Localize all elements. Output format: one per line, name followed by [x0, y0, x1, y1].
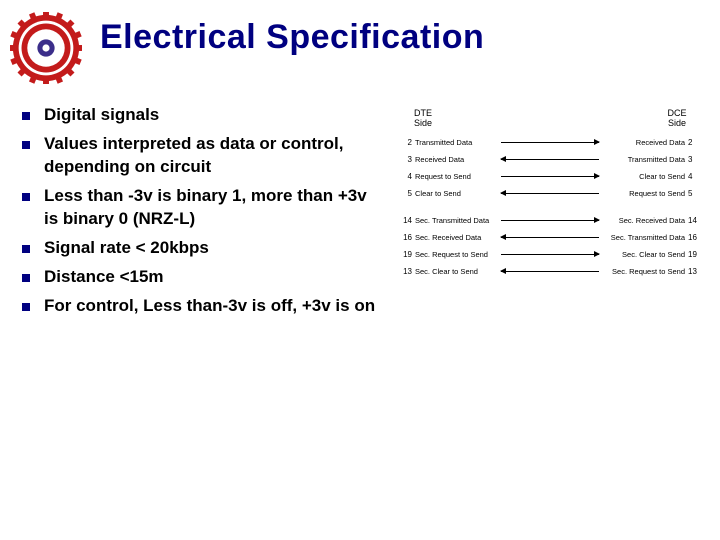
bullet-marker-icon	[22, 112, 30, 120]
label-right: Clear to Send	[599, 172, 688, 181]
pin-right: 14	[688, 216, 702, 225]
diagram-row: 16Sec. Received DataSec. Transmitted Dat…	[398, 229, 702, 246]
bullet-item: Digital signals	[22, 104, 382, 127]
bullet-marker-icon	[22, 274, 30, 282]
label-right: Transmitted Data	[599, 155, 688, 164]
pin-left: 3	[398, 155, 412, 164]
diagram-row: 4Request to SendClear to Send4	[398, 168, 702, 185]
arrow-right-icon	[501, 142, 599, 143]
diagram-row: 13Sec. Clear to SendSec. Request to Send…	[398, 263, 702, 280]
arrow-left-icon	[501, 237, 599, 238]
bullet-marker-icon	[22, 303, 30, 311]
label-left: Clear to Send	[412, 189, 501, 198]
label-left: Request to Send	[412, 172, 501, 181]
label-right: Sec. Transmitted Data	[599, 233, 688, 242]
diagram-row: 14Sec. Transmitted DataSec. Received Dat…	[398, 212, 702, 229]
diagram-row: 5Clear to SendRequest to Send5	[398, 185, 702, 202]
bullet-text: For control, Less than-3v is off, +3v is…	[44, 295, 375, 318]
bullet-text: Distance <15m	[44, 266, 164, 289]
slide-title: Electrical Specification	[100, 18, 484, 57]
bullet-item: Distance <15m	[22, 266, 382, 289]
diagram-row: 2Transmitted DataReceived Data2	[398, 134, 702, 151]
diagram-group-gap	[398, 202, 702, 212]
arrow-left-icon	[501, 271, 599, 272]
pin-left: 13	[398, 267, 412, 276]
label-left: Sec. Received Data	[412, 233, 501, 242]
label-left: Sec. Clear to Send	[412, 267, 501, 276]
bullet-item: Less than -3v is binary 1, more than +3v…	[22, 185, 382, 231]
signal-diagram: DTE Side DCE Side 2Transmitted DataRecei…	[398, 108, 702, 280]
bullet-marker-icon	[22, 245, 30, 253]
pin-left: 19	[398, 250, 412, 259]
pin-left: 4	[398, 172, 412, 181]
bullet-text: Less than -3v is binary 1, more than +3v…	[44, 185, 382, 231]
bullet-marker-icon	[22, 193, 30, 201]
pin-right: 5	[688, 189, 702, 198]
gear-icon	[10, 12, 82, 84]
label-right: Request to Send	[599, 189, 688, 198]
label-right: Received Data	[599, 138, 688, 147]
label-left: Sec. Transmitted Data	[412, 216, 501, 225]
arrow-right-icon	[501, 254, 599, 255]
bullet-text: Values interpreted as data or control, d…	[44, 133, 382, 179]
diagram-row: 3Received DataTransmitted Data3	[398, 151, 702, 168]
pin-left: 16	[398, 233, 412, 242]
diagram-row: 19Sec. Request to SendSec. Clear to Send…	[398, 246, 702, 263]
pin-right: 16	[688, 233, 702, 242]
bullet-text: Signal rate < 20kbps	[44, 237, 209, 260]
bullet-marker-icon	[22, 141, 30, 149]
diagram-header-right: DCE Side	[652, 108, 702, 128]
bullet-item: Values interpreted as data or control, d…	[22, 133, 382, 179]
pin-left: 2	[398, 138, 412, 147]
pin-right: 2	[688, 138, 702, 147]
label-right: Sec. Clear to Send	[599, 250, 688, 259]
pin-right: 19	[688, 250, 702, 259]
label-right: Sec. Request to Send	[599, 267, 688, 276]
bullet-item: For control, Less than-3v is off, +3v is…	[22, 295, 382, 318]
label-left: Received Data	[412, 155, 501, 164]
bullet-item: Signal rate < 20kbps	[22, 237, 382, 260]
arrow-right-icon	[501, 176, 599, 177]
label-right: Sec. Received Data	[599, 216, 688, 225]
bullet-list: Digital signals Values interpreted as dat…	[22, 104, 382, 324]
arrow-left-icon	[501, 193, 599, 194]
arrow-left-icon	[501, 159, 599, 160]
bullet-text: Digital signals	[44, 104, 159, 127]
label-left: Sec. Request to Send	[412, 250, 501, 259]
slide-logo	[10, 12, 82, 84]
pin-right: 4	[688, 172, 702, 181]
pin-left: 5	[398, 189, 412, 198]
arrow-right-icon	[501, 220, 599, 221]
pin-right: 3	[688, 155, 702, 164]
label-left: Transmitted Data	[412, 138, 501, 147]
pin-left: 14	[398, 216, 412, 225]
pin-right: 13	[688, 267, 702, 276]
diagram-header-left: DTE Side	[398, 108, 448, 128]
